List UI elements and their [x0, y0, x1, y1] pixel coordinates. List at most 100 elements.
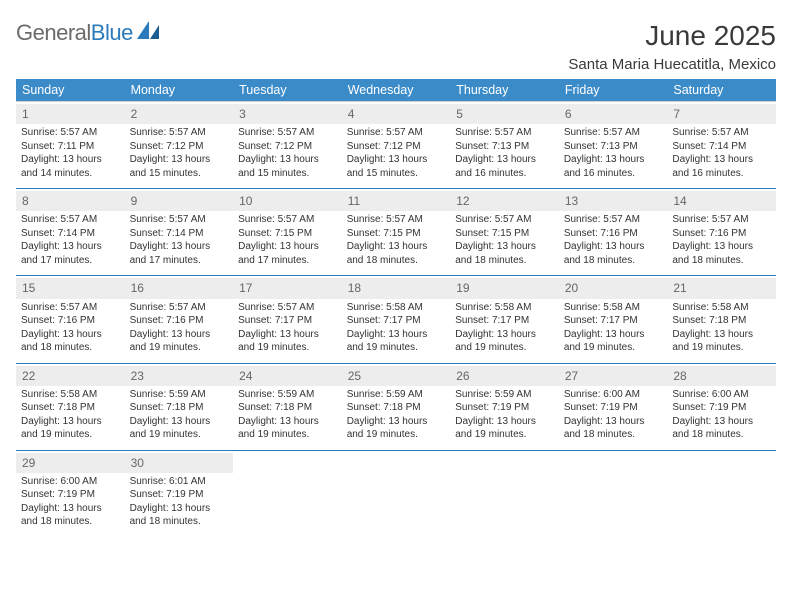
sunrise-line: Sunrise: 5:57 AM [21, 301, 120, 315]
daylight-line-1: Daylight: 13 hours [21, 328, 120, 342]
sunset-line: Sunset: 7:17 PM [564, 314, 663, 328]
weekday-header: Friday [559, 79, 668, 102]
sunset-line: Sunset: 7:15 PM [455, 227, 554, 241]
calendar-day: 24Sunrise: 5:59 AMSunset: 7:18 PMDayligh… [233, 363, 342, 450]
sunrise-line: Sunrise: 5:59 AM [130, 388, 229, 402]
day-info: Sunrise: 5:57 AMSunset: 7:16 PMDaylight:… [21, 301, 120, 355]
calendar-day: 21Sunrise: 5:58 AMSunset: 7:18 PMDayligh… [667, 276, 776, 363]
daylight-line-2: and 18 minutes. [347, 254, 446, 268]
sunset-line: Sunset: 7:19 PM [455, 401, 554, 415]
logo: GeneralBlue [16, 20, 161, 46]
day-number: 17 [233, 278, 342, 298]
sunrise-line: Sunrise: 5:57 AM [347, 126, 446, 140]
sunset-line: Sunset: 7:18 PM [672, 314, 771, 328]
daylight-line-2: and 16 minutes. [564, 167, 663, 181]
sunset-line: Sunset: 7:14 PM [672, 140, 771, 154]
calendar-week: 29Sunrise: 6:00 AMSunset: 7:19 PMDayligh… [16, 450, 776, 537]
sunrise-line: Sunrise: 5:59 AM [238, 388, 337, 402]
weekday-header: Wednesday [342, 79, 451, 102]
calendar-day: 13Sunrise: 5:57 AMSunset: 7:16 PMDayligh… [559, 189, 668, 276]
daylight-line-1: Daylight: 13 hours [455, 328, 554, 342]
daylight-line-1: Daylight: 13 hours [455, 415, 554, 429]
day-number: 30 [125, 453, 234, 473]
daylight-line-1: Daylight: 13 hours [564, 240, 663, 254]
calendar-day: 10Sunrise: 5:57 AMSunset: 7:15 PMDayligh… [233, 189, 342, 276]
daylight-line-1: Daylight: 13 hours [564, 328, 663, 342]
day-info: Sunrise: 5:57 AMSunset: 7:14 PMDaylight:… [21, 213, 120, 267]
sunset-line: Sunset: 7:11 PM [21, 140, 120, 154]
day-number: 29 [16, 453, 125, 473]
calendar-day: 16Sunrise: 5:57 AMSunset: 7:16 PMDayligh… [125, 276, 234, 363]
day-number: 2 [125, 104, 234, 124]
daylight-line-1: Daylight: 13 hours [347, 153, 446, 167]
day-info: Sunrise: 5:57 AMSunset: 7:13 PMDaylight:… [564, 126, 663, 180]
daylight-line-2: and 19 minutes. [130, 428, 229, 442]
daylight-line-1: Daylight: 13 hours [21, 502, 120, 516]
page-title: June 2025 [568, 20, 776, 52]
daylight-line-2: and 19 minutes. [130, 341, 229, 355]
day-info: Sunrise: 5:57 AMSunset: 7:15 PMDaylight:… [347, 213, 446, 267]
day-number: 25 [342, 366, 451, 386]
daylight-line-1: Daylight: 13 hours [21, 153, 120, 167]
daylight-line-1: Daylight: 13 hours [347, 240, 446, 254]
daylight-line-1: Daylight: 13 hours [672, 328, 771, 342]
calendar-day: 3Sunrise: 5:57 AMSunset: 7:12 PMDaylight… [233, 102, 342, 189]
calendar-week: 1Sunrise: 5:57 AMSunset: 7:11 PMDaylight… [16, 102, 776, 189]
empty-cell [233, 450, 342, 537]
daylight-line-2: and 19 minutes. [455, 341, 554, 355]
sunset-line: Sunset: 7:18 PM [21, 401, 120, 415]
daylight-line-2: and 16 minutes. [672, 167, 771, 181]
sunrise-line: Sunrise: 6:01 AM [130, 475, 229, 489]
calendar-day: 11Sunrise: 5:57 AMSunset: 7:15 PMDayligh… [342, 189, 451, 276]
sunset-line: Sunset: 7:16 PM [21, 314, 120, 328]
calendar-table: SundayMondayTuesdayWednesdayThursdayFrid… [16, 79, 776, 537]
sunrise-line: Sunrise: 5:57 AM [455, 126, 554, 140]
day-number: 5 [450, 104, 559, 124]
empty-cell [559, 450, 668, 537]
day-number: 7 [667, 104, 776, 124]
sunset-line: Sunset: 7:13 PM [455, 140, 554, 154]
sunset-line: Sunset: 7:18 PM [347, 401, 446, 415]
calendar-day: 4Sunrise: 5:57 AMSunset: 7:12 PMDaylight… [342, 102, 451, 189]
weekday-header: Saturday [667, 79, 776, 102]
day-info: Sunrise: 5:59 AMSunset: 7:18 PMDaylight:… [238, 388, 337, 442]
daylight-line-1: Daylight: 13 hours [238, 153, 337, 167]
calendar-day: 7Sunrise: 5:57 AMSunset: 7:14 PMDaylight… [667, 102, 776, 189]
calendar-day: 9Sunrise: 5:57 AMSunset: 7:14 PMDaylight… [125, 189, 234, 276]
weekday-header: Sunday [16, 79, 125, 102]
sunset-line: Sunset: 7:17 PM [455, 314, 554, 328]
calendar-day: 1Sunrise: 5:57 AMSunset: 7:11 PMDaylight… [16, 102, 125, 189]
sunset-line: Sunset: 7:12 PM [130, 140, 229, 154]
daylight-line-1: Daylight: 13 hours [130, 415, 229, 429]
daylight-line-2: and 17 minutes. [130, 254, 229, 268]
sunrise-line: Sunrise: 6:00 AM [21, 475, 120, 489]
daylight-line-1: Daylight: 13 hours [21, 415, 120, 429]
day-number: 27 [559, 366, 668, 386]
day-info: Sunrise: 5:57 AMSunset: 7:15 PMDaylight:… [238, 213, 337, 267]
daylight-line-2: and 16 minutes. [455, 167, 554, 181]
daylight-line-2: and 18 minutes. [672, 428, 771, 442]
daylight-line-1: Daylight: 13 hours [130, 502, 229, 516]
day-number: 15 [16, 278, 125, 298]
calendar-day: 22Sunrise: 5:58 AMSunset: 7:18 PMDayligh… [16, 363, 125, 450]
sunset-line: Sunset: 7:16 PM [564, 227, 663, 241]
sunrise-line: Sunrise: 5:57 AM [564, 213, 663, 227]
daylight-line-1: Daylight: 13 hours [672, 240, 771, 254]
weekday-header: Monday [125, 79, 234, 102]
daylight-line-2: and 18 minutes. [455, 254, 554, 268]
sunrise-line: Sunrise: 5:57 AM [238, 126, 337, 140]
day-info: Sunrise: 5:57 AMSunset: 7:16 PMDaylight:… [564, 213, 663, 267]
calendar-day: 12Sunrise: 5:57 AMSunset: 7:15 PMDayligh… [450, 189, 559, 276]
sunset-line: Sunset: 7:19 PM [21, 488, 120, 502]
sunset-line: Sunset: 7:19 PM [564, 401, 663, 415]
daylight-line-2: and 19 minutes. [347, 341, 446, 355]
sunrise-line: Sunrise: 5:58 AM [455, 301, 554, 315]
day-number: 8 [16, 191, 125, 211]
sunrise-line: Sunrise: 5:57 AM [672, 126, 771, 140]
calendar-day: 18Sunrise: 5:58 AMSunset: 7:17 PMDayligh… [342, 276, 451, 363]
sunrise-line: Sunrise: 5:57 AM [130, 126, 229, 140]
day-info: Sunrise: 6:00 AMSunset: 7:19 PMDaylight:… [564, 388, 663, 442]
daylight-line-2: and 17 minutes. [21, 254, 120, 268]
day-info: Sunrise: 5:58 AMSunset: 7:18 PMDaylight:… [672, 301, 771, 355]
day-number: 28 [667, 366, 776, 386]
